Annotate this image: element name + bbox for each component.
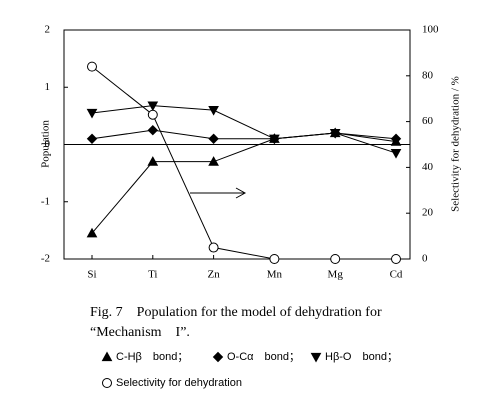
series-line <box>91 105 397 154</box>
point <box>147 101 159 112</box>
point <box>87 61 97 72</box>
point <box>269 254 280 264</box>
point <box>330 254 341 264</box>
point <box>208 133 219 144</box>
point <box>86 227 98 238</box>
legend-label: C-Hβ bond； <box>116 351 188 363</box>
point <box>208 156 219 166</box>
y2-axis-label: Selectivity for dehydration / % <box>450 76 462 212</box>
caption-line: “Mechanism I”. <box>90 325 190 340</box>
point <box>208 106 219 116</box>
y-tick-label: 0 <box>45 138 51 150</box>
legend-marker <box>212 351 224 363</box>
y2-tick-label: 0 <box>422 253 428 265</box>
x-tick-label: Mg <box>328 269 344 281</box>
legend-marker <box>102 378 112 388</box>
point <box>86 108 98 119</box>
legend-label: O-Cα bond； <box>227 351 300 363</box>
legend-marker <box>101 351 113 362</box>
legend-marker <box>310 352 322 363</box>
y-axis-label: Population <box>40 120 52 168</box>
y-tick-label: -1 <box>41 195 50 207</box>
series-line <box>91 132 397 234</box>
x-tick-label: Zn <box>207 269 220 281</box>
y2-tick-label: 40 <box>422 161 434 173</box>
point <box>390 148 402 159</box>
y-tick-label: 1 <box>45 81 51 93</box>
x-tick-label: Si <box>87 269 96 281</box>
point <box>147 109 158 120</box>
y-tick-label: 2 <box>45 24 51 36</box>
point <box>390 133 402 144</box>
point <box>269 134 280 145</box>
arrow-head <box>235 187 247 199</box>
y-tick-label: -2 <box>41 253 50 265</box>
x-tick-label: Cd <box>390 269 403 281</box>
y2-tick-label: 60 <box>422 115 434 127</box>
legend-label: Hβ-O bond； <box>325 351 398 363</box>
point <box>86 133 98 144</box>
series-line <box>91 66 396 260</box>
x-tick-label: Ti <box>148 269 157 281</box>
y2-tick-label: 20 <box>422 207 434 219</box>
point <box>147 124 159 136</box>
point <box>391 254 401 264</box>
caption-line: Fig. 7 Population for the model of dehyd… <box>90 305 382 320</box>
point <box>329 128 341 139</box>
y2-tick-label: 100 <box>422 24 439 36</box>
y2-tick-label: 80 <box>422 69 434 81</box>
series-line <box>91 129 397 140</box>
x-tick-label: Mn <box>267 269 283 281</box>
point <box>208 242 219 253</box>
point <box>147 156 159 166</box>
legend-label: Selectivity for dehydration <box>116 377 242 389</box>
